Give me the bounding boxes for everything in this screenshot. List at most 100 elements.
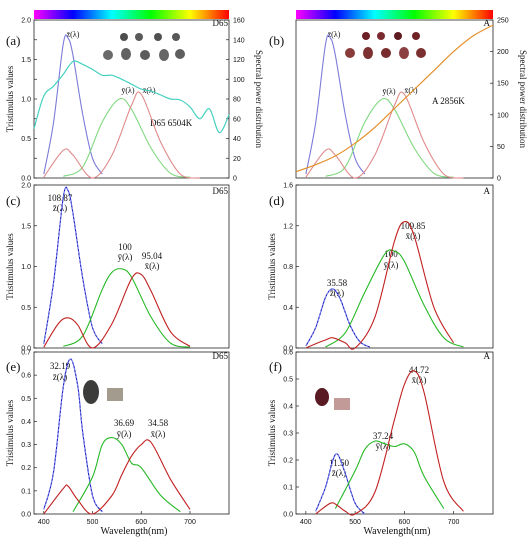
y-tick-label: 0.8 [283, 264, 293, 271]
y-tick-label: 0.4 [283, 404, 293, 411]
gem-image [154, 33, 162, 41]
y-tick-label: 0.6 [21, 373, 31, 380]
gem-samples-a [103, 33, 185, 61]
y2-tick-label: 120 [233, 57, 245, 64]
x-tick-label: 400 [38, 519, 50, 526]
y-tick-label: 0.5 [21, 396, 31, 403]
value-label-d-x: 109.85 [401, 221, 426, 231]
panel-c: (c) D65 108.87 z̄(λ) 100 ȳ(λ) 95.04 x̄(λ… [6, 186, 228, 271]
chart-c: 0.0 0.5 1.0 1.5 2.0 Tristimulus values [5, 183, 230, 353]
gem-image [172, 33, 180, 41]
series-line-z̄(λ) [315, 453, 366, 515]
series-line-x̄(λ) [43, 91, 200, 179]
value-label-d-z: 35.58 [327, 278, 348, 288]
value-label-c-x: 95.04 [142, 251, 163, 261]
illuminant-d: A [484, 186, 491, 196]
plot-frame [295, 19, 494, 179]
x-axis-label-e: Wavelength(nm) [101, 526, 168, 537]
panel-label-d: (d) [269, 193, 284, 208]
series-line-z̄(λ) [43, 34, 103, 175]
series-line-x̄(λ) [315, 370, 464, 516]
series-line-x̄(λ) [43, 272, 191, 349]
y-tick-label: 1.0 [21, 264, 31, 271]
panel-b: (b) A A 2856K z̄(λ) ȳ(λ) x̄(λ) [269, 10, 493, 106]
gem-image [412, 32, 420, 40]
y-tick-label: 0.4 [283, 305, 293, 312]
series-label-d-x: x̄(λ) [406, 231, 421, 241]
y-tick-label: 0.0 [21, 176, 31, 183]
y2-tick-label: 150 [497, 81, 509, 88]
y2-axis-label: Spectral power distribution [254, 50, 264, 148]
y-tick-label: 0.1 [21, 488, 31, 495]
panel-e: (e) D65 32.19 z̄(λ) 36.69 ȳ(λ) 34.58 x̄(… [6, 351, 228, 537]
gem-image [121, 48, 131, 60]
series-label-c-y: ȳ(λ) [118, 252, 133, 262]
gem-image [140, 50, 150, 60]
y-tick-label: 0.3 [283, 431, 293, 438]
y-tick-label: 2.0 [21, 183, 31, 190]
gem-image [362, 32, 370, 40]
series-line-overlay [43, 186, 103, 345]
series-line-ȳ(λ) [334, 440, 445, 509]
y-tick-label: 2.0 [21, 18, 31, 25]
series-line-ȳ(λ) [63, 268, 191, 348]
series-line-ȳ(λ) [63, 97, 191, 178]
x-axis-label-f: Wavelength(nm) [364, 526, 431, 537]
series-line-overlay [305, 288, 371, 348]
gem-image [416, 48, 426, 58]
gem-image [159, 49, 169, 61]
x-tick-label: 400 [300, 519, 312, 526]
value-label-c-y: 100 [118, 242, 132, 252]
panel-label-e: (e) [6, 359, 20, 374]
y-tick-label: 1.0 [21, 97, 31, 104]
series-line-A [295, 24, 494, 173]
chart-d: 0.0 0.4 0.8 1.2 1.6 Tristimulus values [267, 183, 494, 353]
y2-tick-label: 100 [233, 77, 245, 84]
y-tick-label: 0.5 [283, 377, 293, 384]
series-line-ȳ(λ) [325, 97, 454, 178]
value-label-e-y: 36.69 [114, 418, 135, 428]
gem-image [103, 50, 113, 60]
y2-tick-label: 0 [233, 176, 237, 183]
y-tick-label: 1.5 [21, 223, 31, 230]
panel-label-a: (a) [6, 33, 20, 48]
series-label-e-y: ȳ(λ) [117, 429, 132, 439]
series-line-x̄(λ) [43, 439, 191, 515]
gem-image [135, 33, 143, 41]
series-label-d-y: ȳ(λ) [384, 260, 399, 270]
y-tick-label: 0.0 [21, 346, 31, 353]
gem-samples-b [345, 32, 426, 59]
plot-frame [295, 351, 494, 515]
gem-image [120, 33, 128, 41]
chart-a: 0.0 0.5 1.0 1.5 2.0 0 20 40 60 80 100 120 140 160 Tris… [5, 18, 264, 183]
y-axis-label: Tristimulus values [5, 399, 15, 466]
x-tick-label: 600 [399, 519, 411, 526]
series-label-e-z: z̄(λ) [53, 372, 67, 382]
series-label-b-z: z̄(λ) [327, 30, 340, 39]
y2-tick-label: 40 [233, 136, 241, 143]
x-tick-label: 500 [87, 519, 99, 526]
series-line-ȳ(λ) [72, 437, 181, 513]
y-tick-label: 0.1 [283, 485, 293, 492]
plot-frame [33, 351, 230, 515]
series-line-ȳ(λ) [325, 249, 464, 348]
series-label-c-x: x̄(λ) [145, 261, 160, 271]
y-tick-label: 1.6 [283, 183, 293, 190]
y2-tick-label: 100 [497, 112, 509, 119]
y2-tick-label: 250 [497, 18, 509, 25]
y2-tick-label: 0 [497, 176, 501, 183]
chart-f: 0.0 0.1 0.2 0.3 0.4 0.5 0.6 400 500 600 700 Tristim… [267, 350, 494, 526]
illuminant-b: A [484, 18, 491, 28]
gem-image [377, 32, 385, 40]
x-tick-label: 700 [184, 519, 196, 526]
y2-tick-label: 60 [233, 116, 241, 123]
y-axis-label: Tristimulus values [5, 233, 15, 300]
y-tick-label: 0.0 [283, 346, 293, 353]
x-tick-label: 500 [349, 519, 361, 526]
series-line-overlay [43, 358, 103, 512]
illuminant-f: A [484, 351, 491, 361]
illuminant-c: D65 [213, 186, 229, 196]
gem-image-e [83, 380, 99, 404]
chart-b: 0 50 100 150 200 250 Spectral power distributi… [295, 18, 528, 183]
